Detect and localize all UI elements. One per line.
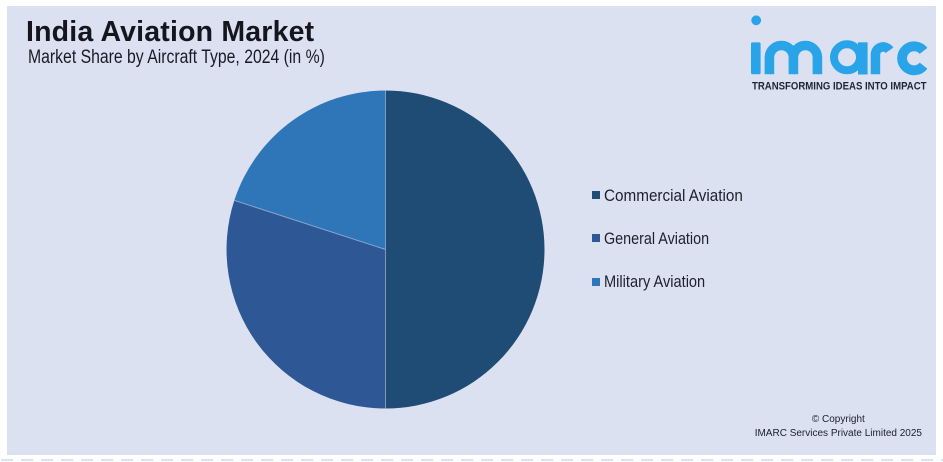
- svg-text:TRANSFORMING IDEAS INTO IMPACT: TRANSFORMING IDEAS INTO IMPACT: [752, 80, 927, 92]
